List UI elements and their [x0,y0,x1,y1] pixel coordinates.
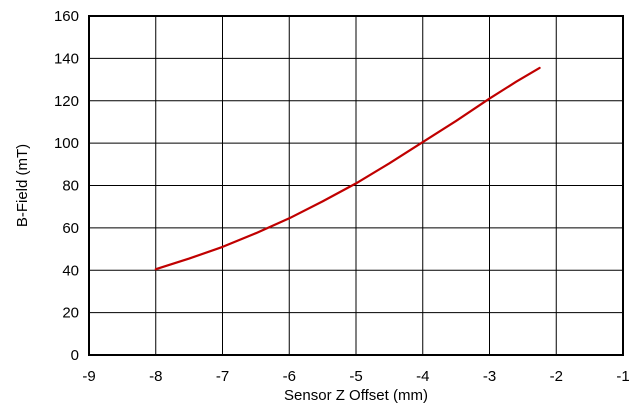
x-axis-title: Sensor Z Offset (mm) [284,387,428,404]
y-axis-ticks: 0 20 40 60 80 100 120 140 160 [54,8,79,364]
y-tick-label: 100 [54,135,79,152]
y-tick-label: 140 [54,50,79,67]
y-tick-label: 160 [54,8,79,25]
y-tick-label: 80 [62,178,79,195]
x-tick-label: -2 [550,368,563,385]
series-line [154,66,541,271]
x-axis-ticks: -9 -8 -7 -6 -5 -4 -3 -2 -1 [82,368,629,385]
x-tick-label: -9 [82,368,95,385]
y-tick-label: 60 [62,220,79,237]
y-tick-label: 20 [62,305,79,322]
y-tick-label: 40 [62,262,79,279]
y-axis-title: B-Field (mT) [14,144,31,227]
x-tick-label: -5 [349,368,362,385]
x-tick-label: -7 [216,368,229,385]
x-tick-label: -3 [483,368,496,385]
plot-area-frame [88,15,624,356]
x-tick-label: -6 [283,368,296,385]
x-tick-label: -8 [149,368,162,385]
y-tick-label: 0 [71,347,79,364]
x-tick-label: -4 [416,368,429,385]
y-tick-label: 120 [54,93,79,110]
grid-lines [88,15,624,356]
x-tick-label: -1 [616,368,629,385]
series-layer [154,66,541,271]
